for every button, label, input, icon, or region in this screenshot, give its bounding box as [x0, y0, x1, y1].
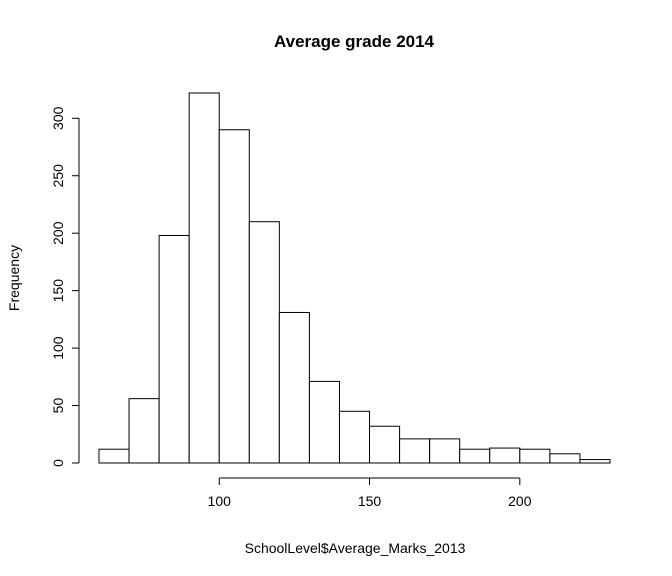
histogram-bar-13 — [489, 447, 521, 464]
y-axis-label: Frequency — [6, 245, 22, 311]
y-tick-label-3: 150 — [50, 279, 66, 303]
histogram-bar-11 — [429, 438, 461, 464]
histogram-bar-14 — [519, 448, 551, 464]
histogram-bar-4 — [218, 129, 250, 464]
y-tick-label-4: 200 — [50, 221, 66, 245]
histogram-bar-8 — [338, 410, 371, 464]
y-tick-label-6: 300 — [50, 106, 66, 130]
x-tick-label-1: 150 — [358, 493, 382, 509]
histogram-bar-9 — [369, 425, 401, 464]
x-axis: 100 150 200 — [208, 477, 532, 509]
histogram-bar-0 — [98, 448, 130, 464]
histogram-bar-7 — [308, 380, 340, 464]
y-tick-label-2: 100 — [50, 336, 66, 360]
y-tick-label-0: 0 — [50, 459, 66, 467]
x-tick-label-0: 100 — [208, 493, 232, 509]
histogram-bar-6 — [278, 311, 310, 464]
x-tick-label-2: 200 — [508, 493, 532, 509]
histogram-bar-5 — [248, 221, 280, 464]
histogram-bar-15 — [549, 453, 581, 464]
chart-title: Average grade 2014 — [274, 32, 435, 51]
histogram-bar-16 — [579, 459, 611, 464]
histogram-bar-3 — [188, 92, 220, 464]
histogram-bar-12 — [459, 448, 491, 464]
y-tick-label-5: 250 — [50, 164, 66, 188]
histogram-bar-10 — [399, 438, 431, 464]
y-tick-label-1: 50 — [50, 398, 66, 414]
histogram-bars — [98, 92, 611, 464]
histogram-bar-1 — [128, 398, 160, 464]
y-axis: 0 50 100 150 200 250 300 — [50, 106, 80, 467]
histogram-bar-2 — [158, 234, 190, 464]
x-axis-label: SchoolLevel$Average_Marks_2013 — [245, 540, 466, 556]
